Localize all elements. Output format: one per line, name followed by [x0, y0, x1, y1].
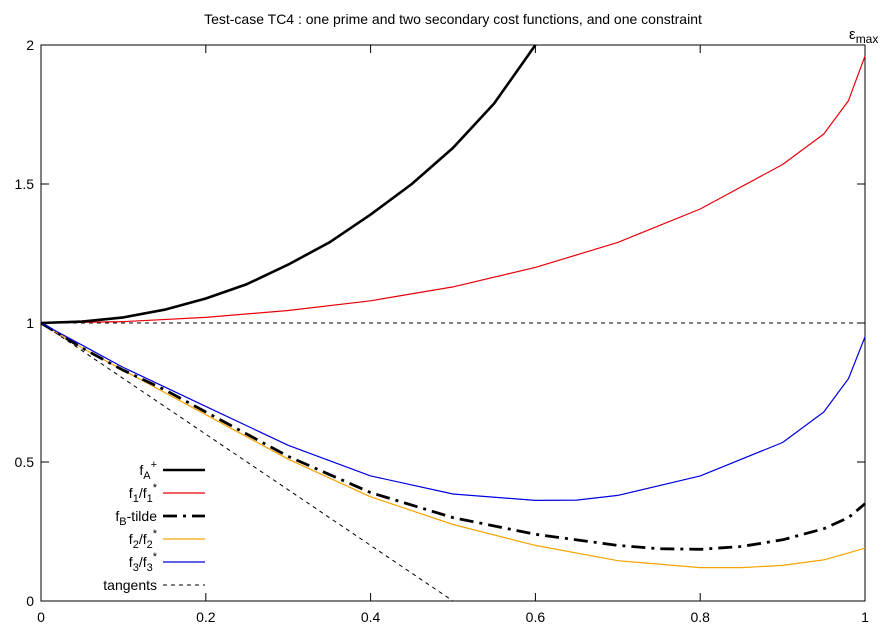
y-tick-label: 0	[26, 593, 34, 609]
legend-label-part: f	[129, 554, 133, 570]
legend-label-part: tangents	[103, 577, 157, 593]
legend-label-part: /f	[139, 485, 147, 501]
legend-label-part: f	[115, 508, 119, 524]
y-tick-label: 1	[26, 315, 34, 331]
epsilon-subscript: max	[856, 32, 879, 46]
legend-label-part: *	[153, 482, 158, 494]
legend-label-part: 3	[133, 562, 139, 574]
series-fB-line	[40, 321, 866, 551]
legend-label-fB: fB-tilde	[115, 508, 157, 528]
epsilon-max-label: εmax	[849, 26, 878, 46]
legend-label-part: 2	[147, 539, 153, 551]
legend-label-part: 3	[147, 562, 153, 574]
series-f3-line	[40, 322, 866, 501]
y-tick-label: 0.5	[15, 454, 35, 470]
axis-ticks: 0 0.2 0.4 0.6 0.8 1 0 0.5 1 1.5 2	[15, 37, 870, 625]
legend-label-part: A	[143, 470, 151, 482]
legend-label-f1: f1/f1*	[129, 482, 158, 505]
x-tick-label: 0.8	[690, 609, 710, 625]
x-tick-label: 1	[861, 609, 869, 625]
legend-label-part: /f	[139, 554, 147, 570]
legend-label-part: *	[153, 528, 158, 540]
y-tick-label: 2	[26, 37, 34, 53]
legend-label-fA: fA+	[139, 459, 157, 482]
series-layer	[40, 44, 866, 602]
legend-label-part: -tilde	[127, 508, 158, 524]
legend-label-part: f	[139, 462, 143, 478]
x-tick-label: 0.4	[361, 609, 381, 625]
series-f1-line	[40, 55, 866, 324]
legend-label-part: /f	[139, 531, 147, 547]
epsilon-symbol: ε	[849, 26, 856, 43]
legend-label-part: 1	[133, 493, 139, 505]
y-tick-label: 1.5	[15, 176, 35, 192]
x-tick-label: 0	[37, 609, 45, 625]
x-tick-label: 0.2	[196, 609, 216, 625]
legend-label-tangents: tangents	[103, 577, 157, 593]
series-f2-line	[40, 322, 866, 569]
legend-label-part: f	[129, 485, 133, 501]
legend-label-f3: f3/f3*	[129, 551, 158, 574]
legend-label-part: B	[119, 516, 126, 528]
series-tangents-line-1	[40, 322, 454, 602]
legend-label-part: 1	[147, 493, 153, 505]
series-fA-line	[40, 44, 537, 325]
chart-title: Test-case TC4 : one prime and two second…	[204, 11, 702, 27]
legend-label-part: 2	[133, 539, 139, 551]
legend-label-f2: f2/f2*	[129, 528, 158, 551]
legend-label-part: +	[151, 459, 157, 471]
legend-label-part: *	[153, 551, 158, 563]
x-tick-label: 0.6	[526, 609, 546, 625]
legend-label-part: f	[129, 531, 133, 547]
